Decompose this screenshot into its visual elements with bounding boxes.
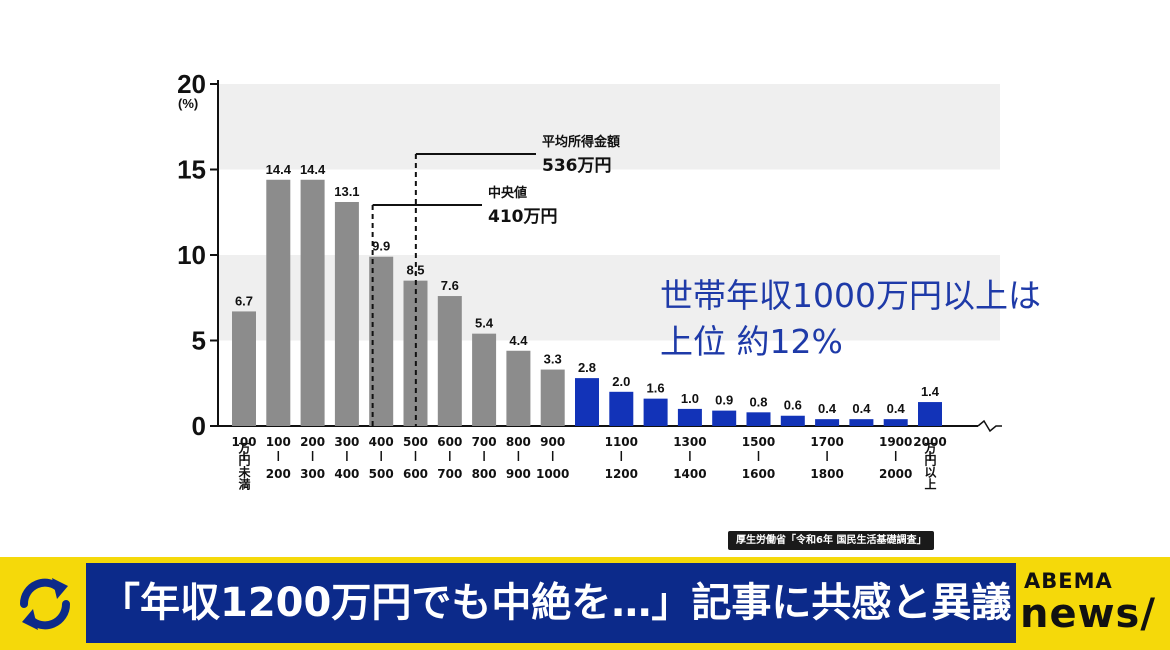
value-label-8: 4.4 [509, 333, 528, 348]
note-line-1: 世帯年収1000万円以上は [660, 276, 1041, 315]
x-label-bottom-9: 1000 [536, 467, 569, 481]
y-unit-label: (%) [178, 96, 198, 111]
x-label-top-19: 1900 [879, 435, 912, 449]
x-label-bottom-6: 700 [437, 467, 462, 481]
news-banner: 「年収1200万円でも中絶を…」記事に共感と異議 ABEMA news/ [0, 557, 1170, 650]
x-label-top-17: 1700 [810, 435, 843, 449]
bar-9 [540, 369, 565, 426]
value-label-9: 3.3 [544, 352, 562, 367]
bar-18 [849, 419, 874, 426]
value-label-0: 6.7 [235, 293, 253, 308]
x-label-bottom-4: 500 [369, 467, 394, 481]
x-label-top-0: 100 [231, 435, 256, 449]
brand-abema: ABEMA [1024, 569, 1113, 593]
x-label-top-8: 800 [506, 435, 531, 449]
y-tick-label-15: 15 [177, 155, 206, 185]
x-label-bottom-20: 万円以上 [923, 442, 937, 490]
x-label-bottom-2: 300 [300, 467, 325, 481]
x-label-top-2: 200 [300, 435, 325, 449]
refresh-icon [8, 566, 82, 642]
x-label-top-11: 1100 [605, 435, 638, 449]
x-label-bottom-3: 400 [334, 467, 359, 481]
bar-19 [883, 419, 908, 426]
y-tick-label-0: 0 [192, 411, 206, 441]
x-label-bottom-17: 1800 [810, 467, 843, 481]
annotation-value-1: 410万円 [488, 207, 558, 227]
bar-7 [472, 333, 497, 426]
value-label-4: 9.9 [372, 239, 390, 254]
y-tick-label-5: 5 [192, 326, 206, 356]
x-label-top-20: 2000 [913, 435, 946, 449]
bar-2 [300, 179, 325, 426]
x-label-top-1: 100 [266, 435, 291, 449]
value-label-13: 1.0 [681, 391, 699, 406]
value-label-12: 1.6 [647, 381, 665, 396]
bar-15 [746, 412, 771, 426]
value-labels: 6.7 14.4 14.4 13.1 9.9 8.5 7.6 5.4 4.4 3.3 2.8 2.0 1… [235, 162, 940, 416]
x-label-top-15: 1500 [742, 435, 775, 449]
y-tick-labels: 0 5 10 15 20 [177, 69, 206, 441]
x-label-top-5: 500 [403, 435, 428, 449]
value-label-11: 2.0 [612, 374, 630, 389]
value-label-6: 7.6 [441, 278, 459, 293]
note-line-2: 上位 約12% [660, 322, 843, 361]
value-label-2: 14.4 [300, 162, 326, 177]
x-label-bottom-0: 万円未満 [237, 442, 251, 491]
source-caption: 厚生労働省「令和6年 国民生活基礎調査」 [728, 531, 935, 550]
grid-band-0 [218, 84, 1000, 170]
headline: 「年収1200万円でも中絶を…」記事に共感と異議 [86, 563, 1016, 643]
bar-14 [712, 410, 737, 426]
x-label-bottom-5: 600 [403, 467, 428, 481]
income-distribution-chart: 0 5 10 15 20 (%) 6.7 14.4 14.4 13.1 9.9 8.5 7.6 5.4… [177, 69, 1041, 491]
brand-news: news/ [1020, 591, 1156, 637]
value-label-16: 0.6 [784, 398, 802, 413]
bar-13 [677, 408, 702, 426]
value-label-5: 8.5 [406, 263, 424, 278]
bar-12 [643, 398, 668, 426]
x-label-bottom-7: 800 [472, 467, 497, 481]
x-label-top-9: 900 [540, 435, 565, 449]
bar-0 [232, 311, 256, 426]
value-label-18: 0.4 [852, 401, 871, 416]
bar-6 [437, 296, 462, 426]
value-label-7: 5.4 [475, 316, 494, 331]
x-label-top-13: 1300 [673, 435, 706, 449]
x-label-bottom-15: 1600 [742, 467, 775, 481]
y-tick-label-20: 20 [177, 69, 206, 99]
bar-10 [575, 378, 599, 426]
y-tick-label-10: 10 [177, 240, 206, 270]
value-label-15: 0.8 [749, 394, 767, 409]
bar-16 [780, 415, 805, 426]
x-label-bottom-11: 1200 [605, 467, 638, 481]
annotation-value-0: 536万円 [542, 156, 612, 176]
value-label-20: 1.4 [921, 384, 940, 399]
value-label-3: 13.1 [334, 184, 359, 199]
annotation-label-0: 平均所得金額 [542, 134, 620, 150]
x-label-top-3: 300 [334, 435, 359, 449]
value-label-17: 0.4 [818, 401, 837, 416]
x-label-bottom-19: 2000 [879, 467, 912, 481]
x-axis-break [977, 419, 1002, 433]
value-label-14: 0.9 [715, 393, 733, 408]
x-label-bottom-1: 200 [266, 467, 291, 481]
bar-20 [918, 402, 942, 426]
value-label-1: 14.4 [266, 162, 292, 177]
bar-1 [266, 179, 291, 426]
bar-17 [815, 419, 840, 426]
x-label-bottom-8: 900 [506, 467, 531, 481]
x-label-top-6: 600 [437, 435, 462, 449]
annotation-label-1: 中央値 [488, 185, 527, 201]
x-label-bottom-13: 1400 [673, 467, 706, 481]
value-label-19: 0.4 [887, 401, 906, 416]
bar-3 [334, 201, 359, 426]
bar-11 [609, 391, 634, 426]
x-label-top-4: 400 [369, 435, 394, 449]
bar-8 [506, 350, 531, 426]
value-label-10: 2.8 [578, 360, 596, 375]
x-label-top-7: 700 [472, 435, 497, 449]
